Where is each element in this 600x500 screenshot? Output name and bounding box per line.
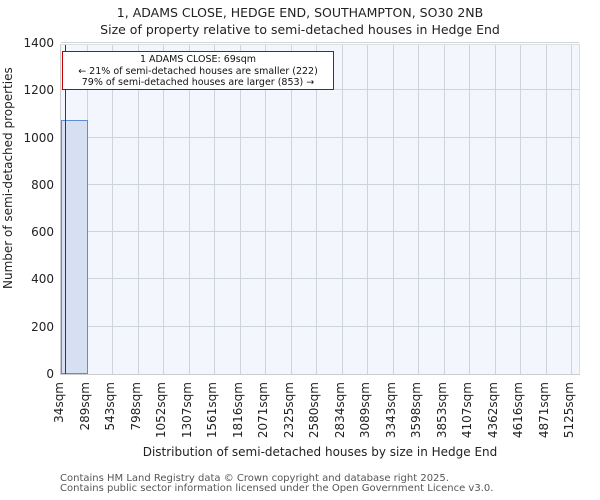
v-gridline: [367, 45, 368, 374]
v-gridline: [494, 45, 496, 374]
v-gridline: [112, 45, 113, 374]
y-tick-label: 1200: [23, 83, 54, 98]
h-gridline: [61, 325, 579, 327]
x-tick-label: 3853sqm: [434, 382, 449, 439]
v-gridline: [520, 45, 521, 374]
h-gridline: [61, 278, 579, 280]
v-gridline: [469, 45, 470, 374]
y-axis-label: Number of semi-detached properties: [1, 67, 15, 289]
y-tick-label: 0: [46, 367, 54, 381]
h-gridline: [61, 136, 579, 138]
y-tick-label: 200: [31, 319, 54, 334]
y-tick-label: 600: [31, 225, 54, 240]
x-tick-label: 4362sqm: [485, 382, 500, 439]
chart-subtitle: Size of property relative to semi-detach…: [100, 22, 500, 37]
v-gridline: [571, 45, 572, 374]
annotation-line-1: 1 ADAMS CLOSE: 69sqm: [139, 54, 257, 65]
x-tick-label: 798sqm: [128, 382, 143, 431]
y-tick-label: 1000: [23, 130, 54, 145]
y-tick-label: 400: [31, 272, 54, 287]
v-gridline: [214, 45, 215, 374]
property-annotation: 1 ADAMS CLOSE: 69sqm ← 21% of semi-detac…: [62, 51, 334, 90]
x-tick-label: 5125sqm: [562, 382, 576, 439]
v-gridline: [188, 45, 190, 374]
v-gridline: [392, 45, 394, 374]
v-gridline: [265, 45, 266, 374]
x-tick-label: 3343sqm: [383, 382, 398, 439]
footer-line-1: Contains HM Land Registry data © Crown c…: [60, 473, 449, 484]
v-gridline: [545, 45, 547, 374]
v-gridline: [443, 45, 445, 374]
property-marker-line: [64, 45, 66, 374]
annotation-line-3: 79% of semi-detached houses are larger (…: [81, 77, 315, 88]
v-gridline: [316, 45, 317, 374]
y-tick-label: 800: [31, 177, 54, 192]
v-gridline: [341, 45, 343, 374]
x-tick-label: 1052sqm: [154, 382, 168, 439]
x-tick-label: 289sqm: [77, 382, 92, 431]
h-gridline: [61, 231, 579, 233]
y-tick-label: 1400: [23, 36, 54, 50]
plot-area: [60, 42, 580, 375]
x-axis-label: Distribution of semi-detached houses by …: [142, 445, 498, 459]
v-gridline: [137, 45, 139, 374]
h-gridline: [61, 183, 579, 185]
x-tick-label: 4616sqm: [511, 382, 525, 439]
x-tick-label: 2325sqm: [281, 382, 296, 439]
chart-title: 1, ADAMS CLOSE, HEDGE END, SOUTHAMPTON, …: [116, 5, 484, 20]
x-tick-label: 2580sqm: [307, 382, 321, 439]
x-tick-label: 34sqm: [52, 382, 66, 423]
v-gridline: [239, 45, 241, 374]
h-gridline: [61, 42, 579, 43]
footer-line-2: Contains public sector information licen…: [60, 483, 494, 494]
v-gridline: [418, 45, 419, 374]
x-tick-label: 4107sqm: [460, 382, 474, 439]
x-tick-label: 3598sqm: [409, 382, 423, 439]
x-tick-label: 1816sqm: [230, 382, 245, 439]
v-gridline: [290, 45, 292, 374]
x-tick-label: 3089sqm: [358, 382, 372, 439]
x-tick-label: 1307sqm: [179, 382, 194, 439]
x-tick-label: 2071sqm: [256, 382, 270, 439]
x-tick-label: 2834sqm: [332, 382, 347, 439]
annotation-line-2: ← 21% of semi-detached houses are smalle…: [78, 65, 318, 77]
v-gridline: [163, 45, 164, 374]
x-tick-label: 543sqm: [103, 382, 117, 431]
x-tick-label: 1561sqm: [205, 382, 219, 439]
x-tick-label: 4871sqm: [536, 382, 551, 439]
